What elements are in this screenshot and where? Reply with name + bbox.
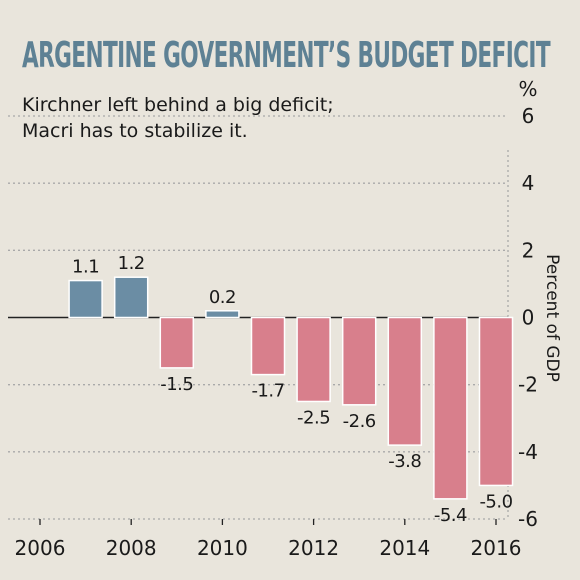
- data-label-2011: -1.7: [251, 381, 284, 402]
- data-label-2016: -5.0: [479, 491, 512, 512]
- data-label-2010: 0.2: [209, 287, 236, 308]
- chart-title: ARGENTINE GOVERNMENT’S BUDGET DEFICIT: [22, 35, 551, 76]
- x-tick-label: 2006: [15, 536, 66, 560]
- data-label-2009: -1.5: [160, 374, 193, 395]
- y-tick-label: 6: [522, 104, 535, 128]
- bar-2016: [478, 316, 514, 487]
- y-tick-label: -6: [518, 507, 538, 531]
- y-tick-label: -2: [518, 373, 538, 397]
- data-label-2007: 1.1: [72, 257, 99, 278]
- y-tick-label: 4: [522, 171, 535, 195]
- y-tick-label: -4: [518, 440, 538, 464]
- y-axis-unit: %: [518, 77, 537, 101]
- data-label-2008: 1.2: [118, 253, 145, 274]
- x-tick-label: 2010: [197, 536, 248, 560]
- bars: [68, 276, 514, 500]
- bar-2012: [296, 316, 331, 403]
- x-tick-label: 2014: [379, 536, 430, 560]
- x-tick-label: 2008: [106, 536, 157, 560]
- bar-2015: [433, 316, 468, 500]
- y-tick-label: 2: [522, 238, 535, 262]
- y-tick-labels: 6 4 2 0 -2 -4 -6: [518, 104, 538, 531]
- bar-2013: [341, 316, 377, 406]
- gridlines: [8, 115, 509, 525]
- x-tick-label: 2012: [288, 536, 339, 560]
- x-tick-label: 2016: [471, 536, 522, 560]
- data-label-2015: -5.4: [434, 505, 467, 526]
- data-label-2013: -2.6: [343, 411, 376, 432]
- bar-2007: [68, 279, 103, 319]
- chart-subtitle-line-1: Kirchner left behind a big deficit;: [22, 94, 334, 116]
- data-labels: 1.1 1.2 -1.5 0.2 -1.7 -2.5 -2.6 -3.8 -5.4 -5.0: [72, 253, 513, 526]
- chart-subtitle-line-2: Macri has to stabilize it.: [22, 120, 248, 142]
- y-tick-label: 0: [522, 306, 535, 330]
- bar-2011: [250, 316, 286, 376]
- x-tick-labels: 2006 2008 2010 2012 2014 2016: [15, 536, 522, 560]
- data-label-2014: -3.8: [388, 451, 421, 472]
- bar-2008: [113, 276, 149, 319]
- bar-2009: [159, 316, 195, 369]
- bar-2010: [205, 310, 240, 319]
- y-axis-label: Percent of GDP: [542, 254, 562, 382]
- data-label-2012: -2.5: [297, 407, 330, 428]
- bar-2014: [387, 316, 423, 446]
